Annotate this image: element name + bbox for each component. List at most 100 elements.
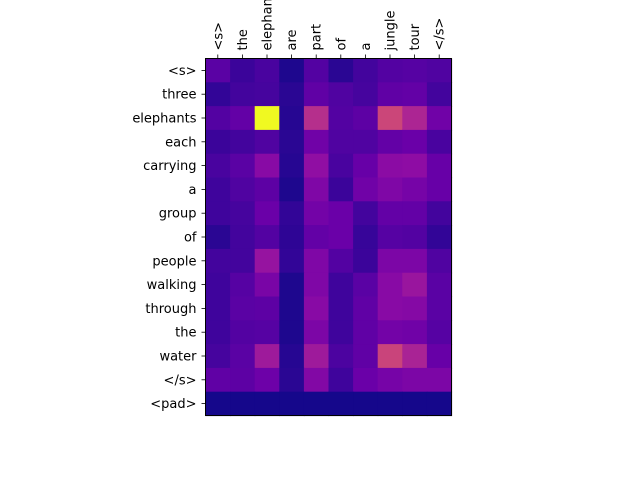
heatmap-cell [303,201,330,226]
heatmap-cell [205,82,231,107]
heatmap-cell [205,225,231,250]
heatmap-cell [328,344,354,369]
y-tick-label: </s> [164,373,197,388]
heatmap-cell [205,201,231,226]
heatmap-cell [254,225,280,250]
heatmap-cell [303,248,330,274]
y-tick-label: of [184,231,197,246]
y-tick-label: elephants [132,112,196,127]
heatmap-cell [377,391,403,417]
heatmap-cell [254,129,280,155]
heatmap-cell [353,153,379,179]
heatmap-cell [402,320,428,345]
y-tick-label: people [152,254,196,269]
heatmap-cell [230,58,256,83]
heatmap-cell [426,106,453,131]
heatmap-cell [254,177,280,202]
y-tick-label: <s> [168,64,197,79]
heatmap-cell [230,153,256,179]
heatmap-cell [426,129,453,155]
heatmap-cell [402,129,428,155]
heatmap-cell [426,320,453,345]
heatmap-cell [328,58,354,83]
heatmap-cell [402,391,428,417]
heatmap-cell [426,82,453,107]
x-tick-label: the [236,29,251,50]
heatmap-cell [230,296,256,321]
heatmap-cell [426,367,453,393]
heatmap-cell [328,177,354,202]
heatmap-cell [230,248,256,274]
heatmap-cell [328,153,354,179]
heatmap-cell [353,82,379,107]
heatmap-cell [353,344,379,369]
heatmap-cell [279,82,305,107]
heatmap-cell [230,391,256,417]
heatmap-cell [353,320,379,345]
heatmap-cell [303,344,330,369]
heatmap-cell [402,296,428,321]
heatmap-cell [254,272,280,298]
heatmap-cell [328,248,354,274]
heatmap-cell [402,106,428,131]
heatmap-cell [377,367,403,393]
heatmap-cell [353,58,379,83]
heatmap-cell [377,201,403,226]
heatmap-cell [205,367,231,393]
heatmap-cell [205,391,231,417]
heatmap-cell [279,177,305,202]
y-tick-label: three [162,88,196,103]
heatmap-cell [353,248,379,274]
heatmap-cell [279,391,305,417]
heatmap-cell [279,106,305,131]
heatmap-cell [426,272,453,298]
heatmap-cell [230,82,256,107]
heatmap-cell [279,367,305,393]
heatmap-cell [402,367,428,393]
heatmap-cell [402,248,428,274]
heatmap-cell [353,296,379,321]
heatmap-cell [377,344,403,369]
heatmap-cell [402,272,428,298]
heatmap-cell [279,129,305,155]
heatmap-cell [303,129,330,155]
heatmap-cell [377,153,403,179]
heatmap-cell [377,320,403,345]
heatmap-cell [402,177,428,202]
heatmap-cell [303,272,330,298]
heatmap-cell [402,82,428,107]
heatmap-cell [254,296,280,321]
heatmap-cell [205,320,231,345]
heatmap-cell [205,106,231,131]
heatmap-cell [377,248,403,274]
heatmap-cell [377,296,403,321]
heatmap-cell [205,153,231,179]
y-axis-ticks: <s> three elephants each carrying a group of peo… [132,64,206,412]
heatmap-cell [303,153,330,179]
heatmap-cell [328,296,354,321]
heatmap-cell [303,82,330,107]
heatmap-cell [328,82,354,107]
heatmap-cell [230,177,256,202]
heatmap-cell [402,225,428,250]
heatmap-cell [402,58,428,83]
heatmap-cell [230,106,256,131]
y-tick-label: the [175,326,196,341]
heatmap-cell [426,225,453,250]
heatmap-cell [328,225,354,250]
heatmap-cell [353,177,379,202]
heatmap-cell [328,391,354,417]
y-tick-label: a [189,183,197,198]
heatmap-cell [426,177,453,202]
x-tick-label: elephants [261,0,276,51]
heatmap-cell [402,153,428,179]
x-tick-label: jungle [384,11,399,52]
heatmap-cells [205,58,453,417]
heatmap-cell [279,320,305,345]
y-tick-label: carrying [143,159,196,174]
heatmap-cell [426,153,453,179]
heatmap-cell [205,344,231,369]
heatmap-cell [377,177,403,202]
